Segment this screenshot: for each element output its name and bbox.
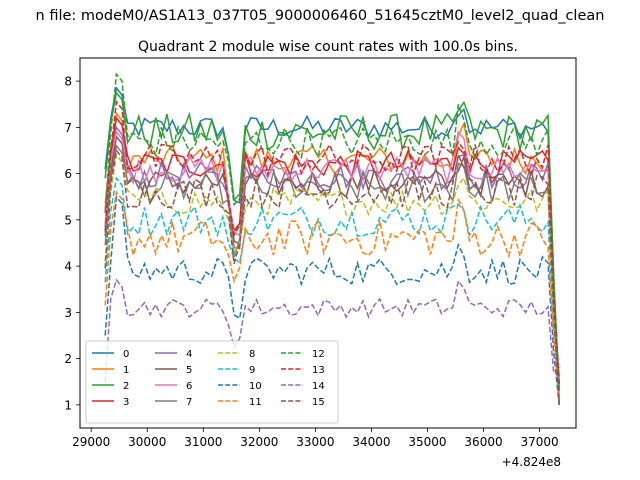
x-tick-label: 29000 <box>72 435 110 449</box>
plot-frame <box>79 57 577 429</box>
legend-label: 0 <box>123 349 129 360</box>
series-line-7 <box>104 144 560 392</box>
legend-label: 11 <box>249 397 262 408</box>
legend-item-15: 15 <box>281 397 325 408</box>
legend-label: 3 <box>123 397 129 408</box>
chart-title: Quadrant 2 module wise count rates with … <box>138 39 518 55</box>
x-tick-label: 35000 <box>408 435 446 449</box>
y-tick-label: 3 <box>64 306 72 320</box>
y-tick-label: 2 <box>64 352 72 366</box>
series-line-10 <box>104 194 560 405</box>
y-tick-label: 8 <box>64 75 72 89</box>
legend-label: 1 <box>123 365 129 376</box>
series-line-11 <box>104 190 560 398</box>
x-axis: 29000 30000 31000 32000 33000 34000 35000 36000… <box>72 428 559 449</box>
legend-item-7: 7 <box>155 397 192 408</box>
series-line-12 <box>104 72 560 392</box>
legend-item-5: 5 <box>155 365 192 376</box>
figure-suptitle: n file: modeM0/AS1A13_037T05_9000006460_… <box>36 8 605 24</box>
legend-label: 9 <box>249 365 255 376</box>
legend-item-4: 4 <box>155 349 192 360</box>
legend-item-9: 9 <box>218 365 255 376</box>
x-tick-label: 33000 <box>296 435 334 449</box>
series-layer <box>104 72 560 405</box>
legend-label: 13 <box>312 365 325 376</box>
x-axis-offset: +4.824e8 <box>502 455 561 469</box>
legend-label: 7 <box>186 397 192 408</box>
legend-box <box>85 340 339 424</box>
series-line-15 <box>104 148 560 405</box>
y-tick-label: 5 <box>64 213 72 227</box>
legend-label: 15 <box>312 397 325 408</box>
legend-label: 4 <box>186 349 192 360</box>
legend-item-1: 1 <box>92 365 129 376</box>
y-tick-label: 7 <box>64 121 72 135</box>
legend-label: 10 <box>249 381 262 392</box>
legend-label: 5 <box>186 365 192 376</box>
legend-label: 6 <box>186 381 192 392</box>
legend-item-6: 6 <box>155 381 192 392</box>
x-tick-label: 31000 <box>184 435 222 449</box>
legend-item-10: 10 <box>218 381 262 392</box>
y-tick-label: 6 <box>64 167 72 181</box>
series-line-3 <box>104 116 560 385</box>
legend-item-8: 8 <box>218 349 255 360</box>
x-tick-label: 32000 <box>240 435 278 449</box>
legend-item-0: 0 <box>92 349 129 360</box>
legend-label: 14 <box>312 381 325 392</box>
legend-item-2: 2 <box>92 381 129 392</box>
legend-item-14: 14 <box>281 381 325 392</box>
x-tick-label: 34000 <box>352 435 390 449</box>
series-line-2 <box>104 90 560 392</box>
legend-label: 8 <box>249 349 255 360</box>
legend-item-11: 11 <box>218 397 262 408</box>
series-line-13 <box>104 100 560 385</box>
x-tick-label: 36000 <box>464 435 502 449</box>
y-tick-label: 4 <box>64 260 72 274</box>
y-tick-label: 1 <box>64 398 72 412</box>
x-tick-label: 37000 <box>520 435 558 449</box>
series-line-8 <box>104 153 560 385</box>
series-line-14 <box>104 278 560 382</box>
legend-label: 12 <box>312 349 325 360</box>
series-line-0 <box>104 86 560 405</box>
x-tick-label: 30000 <box>128 435 166 449</box>
series-line-4 <box>104 125 560 378</box>
y-axis: 1 2 3 4 5 6 7 8 <box>64 75 80 412</box>
legend-item-13: 13 <box>281 365 325 376</box>
legend-item-3: 3 <box>92 397 129 408</box>
legend-label: 2 <box>123 381 129 392</box>
legend-item-12: 12 <box>281 349 325 360</box>
series-line-6 <box>104 130 560 398</box>
